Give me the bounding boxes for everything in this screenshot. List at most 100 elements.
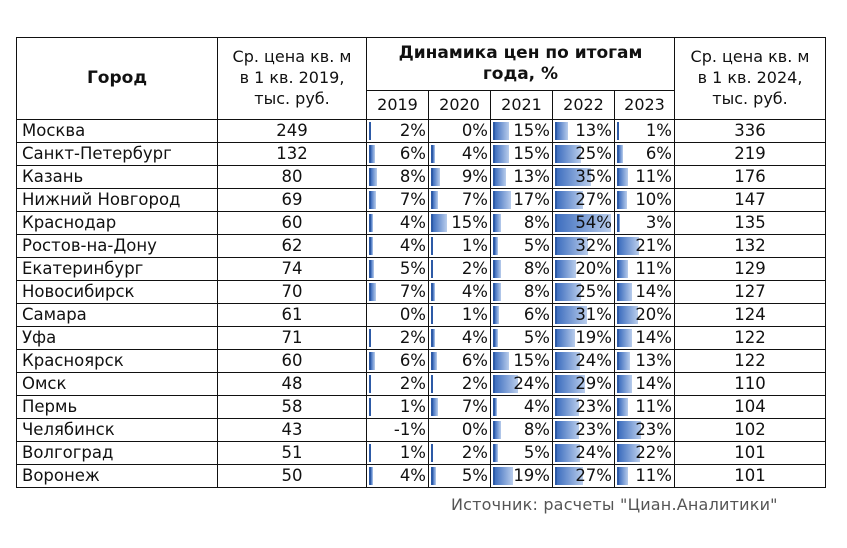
cell-dynamics-2022: 20%	[552, 257, 615, 281]
cell-city: Санкт-Петербург	[16, 142, 218, 166]
dynamics-bar	[617, 260, 629, 278]
table-row: Екатеринбург 74 5% 2% 8% 20% 11% 129	[16, 257, 826, 281]
cell-dynamics-2023: 11%	[614, 395, 675, 419]
cell-dynamics-2022: 19%	[552, 326, 615, 350]
dynamics-value: 4%	[399, 235, 426, 255]
dynamics-bar	[369, 283, 377, 301]
dynamics-bar	[555, 421, 579, 439]
cell-dynamics-2021: 15%	[490, 142, 553, 166]
header-dynamics-line1: Динамика цен по итогам	[398, 42, 643, 63]
header-avg-2024-line1: Ср. цена кв. м	[690, 47, 810, 67]
cell-dynamics-2019: 2%	[366, 119, 429, 143]
dynamics-value: 19%	[575, 327, 612, 347]
cell-dynamics-2022: 35%	[552, 165, 615, 189]
cell-dynamics-2019: 7%	[366, 188, 429, 212]
cell-price-2019: 60	[217, 211, 367, 235]
source-note: Источник: расчеты "Циан.Аналитики"	[451, 495, 778, 514]
cell-price-2024: 102	[674, 418, 826, 442]
cell-dynamics-2021: 5%	[490, 234, 553, 258]
table-row: Самара 61 0% 1% 6% 31% 20% 124	[16, 303, 826, 327]
dynamics-bar	[555, 214, 611, 232]
table-row: Нижний Новгород 69 7% 7% 17% 27% 10% 147	[16, 188, 826, 212]
header-avg-2024-line2: в 1 кв. 2024,	[697, 68, 803, 88]
dynamics-value: 8%	[523, 419, 550, 439]
dynamics-bar	[431, 260, 434, 278]
dynamics-value: 7%	[461, 189, 488, 209]
dynamics-value: 4%	[523, 396, 550, 416]
cell-dynamics-2020: 7%	[428, 395, 491, 419]
dynamics-bar	[617, 306, 638, 324]
header-avg-2024: Ср. цена кв. м в 1 кв. 2024, тыс. руб.	[674, 37, 826, 120]
dynamics-bar	[555, 444, 580, 462]
dynamics-bar	[555, 237, 589, 255]
dynamics-value: 6%	[523, 304, 550, 324]
dynamics-bar	[431, 145, 436, 163]
table-row: Ростов-на-Дону 62 4% 1% 5% 32% 21% 132	[16, 234, 826, 258]
dynamics-bar	[493, 214, 502, 232]
cell-dynamics-2023: 13%	[614, 349, 675, 373]
cell-city: Пермь	[16, 395, 218, 419]
table-row: Санкт-Петербург 132 6% 4% 15% 25% 6% 219	[16, 142, 826, 166]
cell-dynamics-2022: 29%	[552, 372, 615, 396]
cell-price-2024: 110	[674, 372, 826, 396]
dynamics-value: 5%	[461, 465, 488, 485]
cell-price-2019: 60	[217, 349, 367, 373]
cell-dynamics-2020: 1%	[428, 234, 491, 258]
dynamics-bar	[493, 444, 499, 462]
cell-dynamics-2020: 4%	[428, 280, 491, 304]
price-table-container: Город Ср. цена кв. м в 1 кв. 2019, тыс. …	[16, 37, 826, 488]
dynamics-value: -1%	[393, 419, 426, 439]
dynamics-value: 20%	[575, 258, 612, 278]
dynamics-bar	[617, 283, 632, 301]
dynamics-value: 15%	[513, 120, 550, 140]
header-avg-2019-line1: Ср. цена кв. м	[232, 47, 352, 67]
dynamics-bar	[369, 444, 371, 462]
cell-dynamics-2023: 20%	[614, 303, 675, 327]
dynamics-bar	[431, 329, 436, 347]
dynamics-value: 1%	[461, 304, 488, 324]
cell-dynamics-2023: 11%	[614, 165, 675, 189]
cell-dynamics-2022: 27%	[552, 188, 615, 212]
cell-dynamics-2019: 4%	[366, 211, 429, 235]
cell-price-2019: 61	[217, 303, 367, 327]
dynamics-value: 20%	[635, 304, 672, 324]
dynamics-value: 8%	[523, 258, 550, 278]
cell-dynamics-2019: -1%	[366, 418, 429, 442]
dynamics-value: 1%	[399, 396, 426, 416]
cell-price-2024: 219	[674, 142, 826, 166]
cell-dynamics-2019: 1%	[366, 441, 429, 465]
dynamics-bar	[555, 191, 583, 209]
header-avg-2024-line3: тыс. руб.	[712, 88, 788, 108]
cell-dynamics-2020: 0%	[428, 418, 491, 442]
dynamics-value: 3%	[645, 212, 672, 232]
cell-dynamics-2023: 10%	[614, 188, 675, 212]
dynamics-bar	[617, 329, 632, 347]
dynamics-value: 23%	[575, 419, 612, 439]
dynamics-bar	[555, 260, 576, 278]
dynamics-value: 1%	[645, 120, 672, 140]
dynamics-value: 25%	[575, 143, 612, 163]
dynamics-bar	[431, 375, 434, 393]
dynamics-value: 6%	[399, 143, 426, 163]
cell-dynamics-2023: 6%	[614, 142, 675, 166]
dynamics-bar	[431, 283, 436, 301]
dynamics-value: 2%	[461, 442, 488, 462]
dynamics-bar	[493, 467, 513, 485]
cell-price-2019: 74	[217, 257, 367, 281]
cell-dynamics-2022: 24%	[552, 441, 615, 465]
table-row: Красноярск 60 6% 6% 15% 24% 13% 122	[16, 349, 826, 373]
cell-dynamics-2021: 15%	[490, 349, 553, 373]
cell-dynamics-2019: 8%	[366, 165, 429, 189]
dynamics-bar	[431, 467, 437, 485]
dynamics-value: 8%	[399, 166, 426, 186]
dynamics-bar	[555, 283, 581, 301]
dynamics-bar	[369, 398, 371, 416]
dynamics-value: 7%	[461, 396, 488, 416]
price-table: Город Ср. цена кв. м в 1 кв. 2019, тыс. …	[16, 37, 826, 488]
dynamics-value: 5%	[523, 327, 550, 347]
cell-dynamics-2022: 25%	[552, 280, 615, 304]
dynamics-bar	[431, 168, 441, 186]
dynamics-bar	[369, 191, 377, 209]
dynamics-bar	[431, 214, 447, 232]
cell-city: Казань	[16, 165, 218, 189]
